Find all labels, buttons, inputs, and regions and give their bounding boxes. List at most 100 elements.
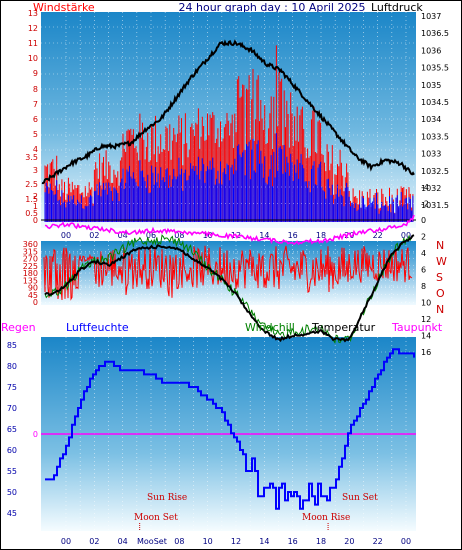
wind-tick-label: 2 xyxy=(33,192,38,201)
pressure-tick-label: 1034 xyxy=(421,115,441,124)
pressure-tick-label: 1035 xyxy=(421,81,441,90)
wind-x-tick-label: 06 xyxy=(146,231,156,240)
temperature-x-tick-label: 02 xyxy=(89,537,99,546)
pressure-tick-label: 1034.5 xyxy=(421,98,449,107)
wind-tick-label: 2.5 xyxy=(25,180,38,189)
humidity-tick-label: 55 xyxy=(7,467,17,476)
temperature-x-tick-label: 08 xyxy=(174,537,184,546)
pressure-tick-label: 1032.5 xyxy=(421,167,449,176)
humidity-tick-label: 80 xyxy=(7,362,17,371)
direction-tick-label: 45 xyxy=(28,291,38,300)
temperature-x-tick-label: 20 xyxy=(344,537,354,546)
temperature-tick-label: 12 xyxy=(421,315,431,324)
temperature-x-tick-label: 04 xyxy=(118,537,128,546)
wind-axis-ticks: 131211109876543.532.521.510.5010371036.5… xyxy=(25,9,449,240)
annotation-sun-rise: Sun Rise xyxy=(147,493,187,503)
humidity-tick-label: 70 xyxy=(7,404,17,413)
wind-bars xyxy=(44,45,414,222)
pressure-tick-label: 1033 xyxy=(421,150,441,159)
humidity-tick-label: 45 xyxy=(7,509,17,518)
annotation-moon-rise: Moon Rise xyxy=(302,513,350,523)
humidity-tick-label: 65 xyxy=(7,425,17,434)
legend-windchill: Windchill xyxy=(245,321,295,334)
temperature-tick-label: 2 xyxy=(421,233,426,242)
wind-tick-label: 1.5 xyxy=(25,195,38,204)
windchill-series xyxy=(44,234,414,344)
temperature-tick-label: 10 xyxy=(421,299,431,308)
temperature-x-tick-label: 18 xyxy=(316,537,326,546)
temperature-gridlines xyxy=(41,186,416,531)
direction-compass-label: N xyxy=(436,239,444,252)
dewpoint-series xyxy=(44,214,415,246)
wind-x-tick-label: 08 xyxy=(174,231,184,240)
pressure-tick-label: 1031.5 xyxy=(421,201,449,210)
wind-x-tick-label: 20 xyxy=(344,231,354,240)
header-right: Luftdruck xyxy=(371,1,423,14)
direction-tick-label: 225 xyxy=(23,262,38,271)
header-center: 24 hour graph day : 10 April 2025 xyxy=(179,1,366,14)
wind-tick-label: 12 xyxy=(28,24,38,33)
wind-x-tick-label: 04 xyxy=(118,231,128,240)
legend-temperatur: Temperatur xyxy=(311,321,376,334)
legend-regen: Regen xyxy=(1,321,36,334)
pressure-line xyxy=(41,39,415,185)
temperature-x-tick-label: 14 xyxy=(259,537,269,546)
wind-tick-label: 13 xyxy=(28,9,38,18)
direction-compass-label: O xyxy=(436,287,445,300)
pressure-tick-label: 1036 xyxy=(421,46,441,55)
temperature-x-tick-label: 12 xyxy=(231,537,241,546)
wind-tick-label: 10 xyxy=(28,54,38,63)
wind-tick-label: 7 xyxy=(33,100,38,109)
annotation-moon-set: Moon Set xyxy=(134,513,178,523)
rain-tick-label: 0 xyxy=(33,430,38,439)
pressure-tick-label: 1036.5 xyxy=(421,29,449,38)
temperature-tick-label: -2 xyxy=(421,200,429,209)
humidity-series xyxy=(45,348,415,510)
direction-tick-label: 90 xyxy=(28,284,38,293)
temperature-x-tick-label: 00 xyxy=(61,537,71,546)
wind-x-tick-label: 22 xyxy=(373,231,383,240)
direction-compass-label: W xyxy=(436,255,447,268)
temperature-tick-label: 0 xyxy=(421,216,426,225)
temperature-tick-label: 6 xyxy=(421,266,426,275)
direction-tick-label: 0 xyxy=(33,298,38,307)
wind-x-tick-label: 14 xyxy=(259,231,269,240)
wind-tick-label: 4 xyxy=(33,145,38,154)
wind-tick-label: 1 xyxy=(33,202,38,211)
pressure-series xyxy=(41,39,415,185)
wind-x-tick-label: 18 xyxy=(316,231,326,240)
wind-x-tick-label: 00 xyxy=(401,231,411,240)
temperature-series xyxy=(44,234,415,343)
wind-x-tick-label: 02 xyxy=(89,231,99,240)
temperature-tick-label: 4 xyxy=(421,249,426,258)
humidity-tick-label: 75 xyxy=(7,383,17,392)
temperature-tick-label: 16 xyxy=(421,348,431,357)
temperature-x-tick-label: 10 xyxy=(203,537,213,546)
pressure-tick-label: 1037 xyxy=(421,12,441,21)
direction-tick-label: 270 xyxy=(23,255,38,264)
direction-tick-label: 180 xyxy=(23,269,38,278)
annotation-moon-set-axis: MooSet xyxy=(137,537,167,546)
pressure-tick-label: 1035.5 xyxy=(421,64,449,73)
annotation-sun-set: Sun Set xyxy=(342,493,378,503)
legend-luftfeuchte: Luftfeuchte xyxy=(66,321,129,334)
wind-tick-label: 5 xyxy=(33,130,38,139)
wind-tick-label: 0 xyxy=(33,216,38,225)
direction-compass-label: S xyxy=(436,271,443,284)
wind-tick-label: 3.5 xyxy=(25,153,38,162)
wind-tick-label: 9 xyxy=(33,69,38,78)
humidity-tick-label: 60 xyxy=(7,446,17,455)
direction-tick-label: 360 xyxy=(23,240,38,249)
wind-tick-label: 3 xyxy=(33,166,38,175)
humidity-tick-label: 85 xyxy=(7,341,17,350)
wind-tick-label: 8 xyxy=(33,85,38,94)
wind-tick-label: 11 xyxy=(28,39,38,48)
pressure-tick-label: 1033.5 xyxy=(421,132,449,141)
wind-tick-label: 0.5 xyxy=(25,209,38,218)
wind-mean-bars xyxy=(44,133,414,222)
humidity-tick-label: 50 xyxy=(7,488,17,497)
temperature-tick-label: 8 xyxy=(421,282,426,291)
temperature-x-tick-label: 16 xyxy=(288,537,298,546)
